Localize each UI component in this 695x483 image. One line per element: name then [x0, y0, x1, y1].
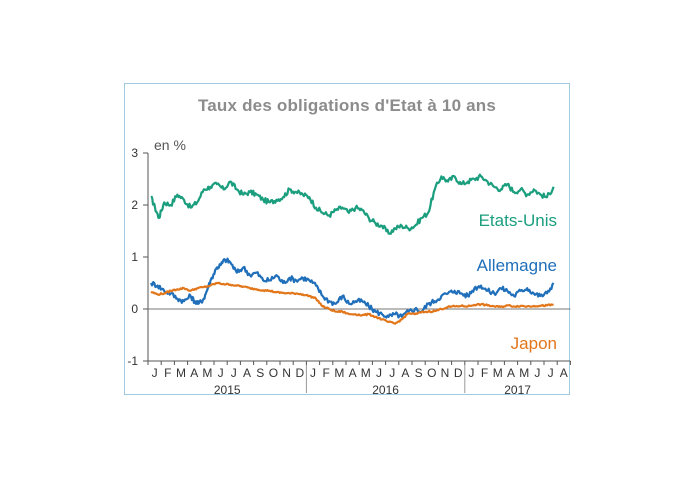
chart-frame — [124, 83, 570, 395]
x-tick-label: M — [202, 366, 212, 380]
x-tick-label: M — [176, 366, 186, 380]
x-tick-label: J — [218, 366, 224, 380]
year-label: 2016 — [372, 383, 399, 397]
x-tick-label: O — [427, 366, 436, 380]
x-tick-label: J — [310, 366, 316, 380]
x-tick-label: A — [190, 366, 198, 380]
x-tick-label: J — [152, 366, 158, 380]
x-tick-label: M — [361, 366, 371, 380]
x-tick-label: A — [243, 366, 251, 380]
year-label: 2015 — [214, 383, 241, 397]
series-label-allemagne: Allemagne — [477, 256, 557, 275]
x-tick-label: M — [334, 366, 344, 380]
x-tick-label: A — [349, 366, 357, 380]
y-tick-label: 3 — [131, 146, 138, 160]
series-line-etats-unis — [150, 173, 555, 235]
x-tick-label: O — [269, 366, 278, 380]
x-tick-label: S — [256, 366, 264, 380]
x-tick-label: F — [164, 366, 171, 380]
x-tick-label: A — [507, 366, 515, 380]
y-tick-label: 2 — [131, 198, 138, 212]
x-tick-label: D — [295, 366, 304, 380]
series-lines — [150, 173, 555, 325]
x-tick-label: J — [231, 366, 237, 380]
x-tick-label: J — [548, 366, 554, 380]
y-tick-label: 1 — [131, 250, 138, 264]
series-label-japon: Japon — [511, 334, 557, 353]
chart-title: Taux des obligations d'Etat à 10 ans — [197, 96, 497, 115]
x-tick-label: A — [401, 366, 409, 380]
series-line-japon — [150, 281, 554, 325]
y-unit-label: en % — [154, 137, 186, 153]
year-label: 2017 — [504, 383, 531, 397]
x-tick-label: N — [441, 366, 450, 380]
x-tick-label: M — [493, 366, 503, 380]
series-label-etats-unis: Etats-Unis — [479, 211, 557, 230]
x-tick-label: F — [323, 366, 330, 380]
x-tick-label: J — [376, 366, 382, 380]
x-tick-label: M — [519, 366, 529, 380]
x-tick-label: J — [534, 366, 540, 380]
x-tick-label: N — [282, 366, 291, 380]
series-labels: Etats-Unis Allemagne Japon — [477, 211, 557, 353]
x-tick-label: F — [481, 366, 488, 380]
y-tick-label: 0 — [131, 302, 138, 316]
y-tick-label: -1 — [127, 354, 138, 368]
x-tick-label: J — [389, 366, 395, 380]
series-line-allemagne — [150, 257, 555, 319]
x-tick-label: D — [454, 366, 463, 380]
x-tick-label: J — [468, 366, 474, 380]
x-tick-label: A — [560, 366, 568, 380]
x-tick-label: S — [415, 366, 423, 380]
